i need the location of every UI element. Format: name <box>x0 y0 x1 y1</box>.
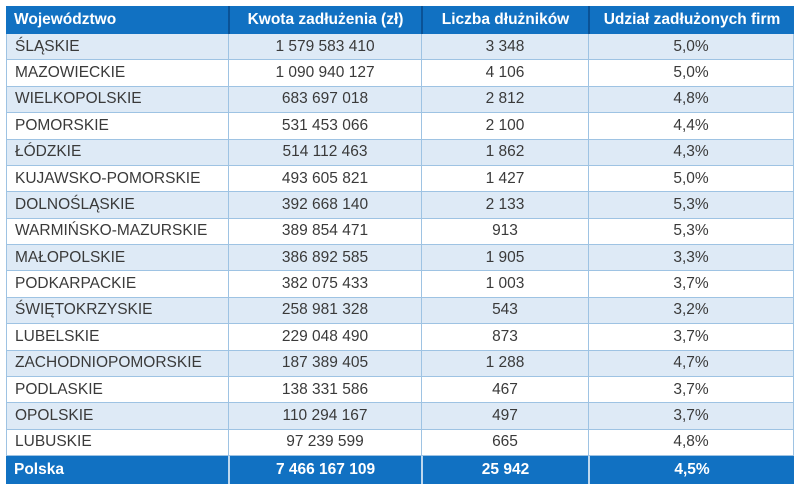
debt-share-cell: 4,7% <box>588 350 794 377</box>
debtor-count-cell: 1 427 <box>421 165 588 193</box>
debtor-count-cell: 497 <box>421 403 588 430</box>
debt-share-cell: 3,7% <box>588 271 794 298</box>
table-row: ZACHODNIOPOMORSKIE 187 389 405 1 288 4,7% <box>6 350 794 377</box>
voivodeship-cell: DOLNOŚLĄSKIE <box>6 192 228 219</box>
voivodeship-cell: POMORSKIE <box>6 113 228 140</box>
debt-share-cell: 4,8% <box>588 429 794 456</box>
total-debt-share-cell: 4,5% <box>588 456 794 484</box>
table-row: MAŁOPOLSKIE 386 892 585 1 905 3,3% <box>6 245 794 272</box>
debt-amount-cell: 531 453 066 <box>228 113 421 140</box>
debtor-count-cell: 2 133 <box>421 192 588 219</box>
debt-share-cell: 3,7% <box>588 376 794 404</box>
voivodeship-cell: OPOLSKIE <box>6 403 228 430</box>
debt-share-cell: 3,7% <box>588 324 794 351</box>
debt-amount-cell: 392 668 140 <box>228 192 421 219</box>
debt-amount-cell: 258 981 328 <box>228 297 421 325</box>
debt-share-cell: 3,2% <box>588 297 794 325</box>
debtor-count-cell: 1 003 <box>421 271 588 298</box>
table-row: DOLNOŚLĄSKIE 392 668 140 2 133 5,3% <box>6 192 794 219</box>
total-debt-amount-cell: 7 466 167 109 <box>228 456 421 484</box>
table-header: Województwo Kwota zadłużenia (zł) Liczba… <box>6 6 794 34</box>
col-header-kwota-zadluzenia: Kwota zadłużenia (zł) <box>228 6 421 34</box>
table-row: ŚLĄSKIE 1 579 583 410 3 348 5,0% <box>6 34 794 61</box>
voivodeship-cell: MAZOWIECKIE <box>6 60 228 87</box>
voivodeship-cell: WARMIŃSKO-MAZURSKIE <box>6 218 228 245</box>
table-row: PODLASKIE 138 331 586 467 3,7% <box>6 376 794 404</box>
voivodeship-cell: LUBUSKIE <box>6 429 228 456</box>
debtor-count-cell: 3 348 <box>421 34 588 61</box>
footer-row-polska: Polska 7 466 167 109 25 942 4,5% <box>6 456 794 484</box>
table-row: PODKARPACKIE 382 075 433 1 003 3,7% <box>6 271 794 298</box>
debt-share-cell: 3,3% <box>588 245 794 272</box>
table-row: OPOLSKIE 110 294 167 497 3,7% <box>6 403 794 430</box>
total-label-cell: Polska <box>6 456 228 484</box>
voivodeship-cell: PODLASKIE <box>6 376 228 404</box>
table-row: WARMIŃSKO-MAZURSKIE 389 854 471 913 5,3% <box>6 218 794 245</box>
voivodeship-cell: LUBELSKIE <box>6 324 228 351</box>
debt-amount-cell: 389 854 471 <box>228 218 421 245</box>
debtor-count-cell: 1 862 <box>421 139 588 166</box>
voivodeship-cell: MAŁOPOLSKIE <box>6 245 228 272</box>
debt-amount-cell: 683 697 018 <box>228 86 421 114</box>
table-row: WIELKOPOLSKIE 683 697 018 2 812 4,8% <box>6 86 794 114</box>
debtor-count-cell: 467 <box>421 376 588 404</box>
debt-share-cell: 4,8% <box>588 86 794 114</box>
table-row: ŚWIĘTOKRZYSKIE 258 981 328 543 3,2% <box>6 297 794 325</box>
debt-amount-cell: 1 579 583 410 <box>228 34 421 61</box>
voivodeship-cell: ZACHODNIOPOMORSKIE <box>6 350 228 377</box>
debtor-count-cell: 913 <box>421 218 588 245</box>
table-row: KUJAWSKO-POMORSKIE 493 605 821 1 427 5,0% <box>6 165 794 193</box>
debtor-count-cell: 543 <box>421 297 588 325</box>
table-body: ŚLĄSKIE 1 579 583 410 3 348 5,0% MAZOWIECKIE… <box>6 34 794 456</box>
debt-amount-cell: 386 892 585 <box>228 245 421 272</box>
debtor-count-cell: 665 <box>421 429 588 456</box>
debt-amount-cell: 229 048 490 <box>228 324 421 351</box>
voivodeship-debt-table: Województwo Kwota zadłużenia (zł) Liczba… <box>6 6 794 484</box>
voivodeship-cell: ŁÓDZKIE <box>6 139 228 166</box>
header-row: Województwo Kwota zadłużenia (zł) Liczba… <box>6 6 794 34</box>
col-header-udzial-zadluzonych-firm: Udział zadłużonych firm <box>588 6 794 34</box>
debt-amount-cell: 493 605 821 <box>228 165 421 193</box>
debt-amount-cell: 514 112 463 <box>228 139 421 166</box>
table-row: LUBUSKIE 97 239 599 665 4,8% <box>6 429 794 456</box>
voivodeship-cell: WIELKOPOLSKIE <box>6 86 228 114</box>
debtor-count-cell: 2 812 <box>421 86 588 114</box>
debt-amount-cell: 138 331 586 <box>228 376 421 404</box>
total-debtor-count-cell: 25 942 <box>421 456 588 484</box>
debt-share-cell: 5,3% <box>588 218 794 245</box>
voivodeship-cell: ŚLĄSKIE <box>6 34 228 61</box>
debt-table-page: Województwo Kwota zadłużenia (zł) Liczba… <box>6 6 794 484</box>
debt-amount-cell: 1 090 940 127 <box>228 60 421 87</box>
voivodeship-cell: ŚWIĘTOKRZYSKIE <box>6 297 228 325</box>
table-row: POMORSKIE 531 453 066 2 100 4,4% <box>6 113 794 140</box>
debt-share-cell: 5,0% <box>588 34 794 61</box>
table-row: MAZOWIECKIE 1 090 940 127 4 106 5,0% <box>6 60 794 87</box>
debt-amount-cell: 187 389 405 <box>228 350 421 377</box>
table-row: ŁÓDZKIE 514 112 463 1 862 4,3% <box>6 139 794 166</box>
col-header-wojewodztwo: Województwo <box>6 6 228 34</box>
debtor-count-cell: 1 905 <box>421 245 588 272</box>
debtor-count-cell: 1 288 <box>421 350 588 377</box>
debt-share-cell: 5,0% <box>588 60 794 87</box>
voivodeship-cell: PODKARPACKIE <box>6 271 228 298</box>
table-row: LUBELSKIE 229 048 490 873 3,7% <box>6 324 794 351</box>
debt-share-cell: 3,7% <box>588 403 794 430</box>
debt-share-cell: 4,4% <box>588 113 794 140</box>
debt-amount-cell: 382 075 433 <box>228 271 421 298</box>
debt-share-cell: 4,3% <box>588 139 794 166</box>
debt-share-cell: 5,3% <box>588 192 794 219</box>
voivodeship-cell: KUJAWSKO-POMORSKIE <box>6 165 228 193</box>
debt-share-cell: 5,0% <box>588 165 794 193</box>
table-footer: Polska 7 466 167 109 25 942 4,5% <box>6 456 794 484</box>
debtor-count-cell: 873 <box>421 324 588 351</box>
debt-amount-cell: 97 239 599 <box>228 429 421 456</box>
debt-amount-cell: 110 294 167 <box>228 403 421 430</box>
col-header-liczba-dluznikow: Liczba dłużników <box>421 6 588 34</box>
debtor-count-cell: 4 106 <box>421 60 588 87</box>
debtor-count-cell: 2 100 <box>421 113 588 140</box>
